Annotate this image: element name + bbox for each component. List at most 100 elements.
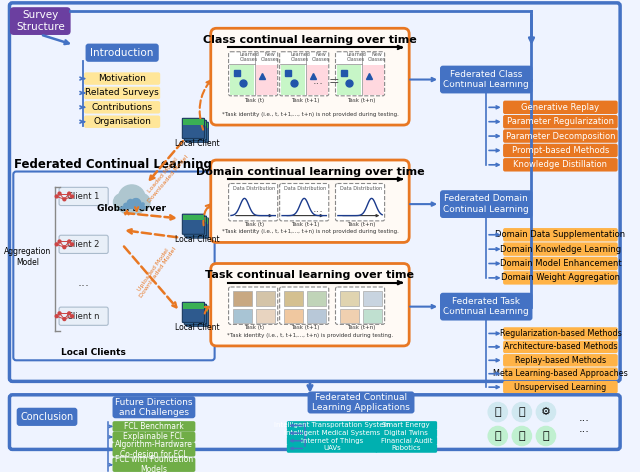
Bar (363, 309, 382, 323)
Circle shape (70, 243, 74, 246)
Circle shape (118, 185, 145, 212)
Bar (281, 65, 305, 95)
Text: Task (t+n): Task (t+n) (347, 222, 375, 227)
FancyBboxPatch shape (503, 257, 618, 270)
Circle shape (68, 240, 70, 243)
Text: ...: ... (313, 307, 324, 317)
FancyBboxPatch shape (503, 158, 618, 171)
Bar (185, 217, 206, 222)
FancyBboxPatch shape (308, 391, 415, 413)
Text: 🔧: 🔧 (495, 431, 501, 441)
FancyBboxPatch shape (280, 52, 329, 96)
Text: New
Classes: New Classes (367, 51, 385, 62)
Text: Conclusion: Conclusion (20, 412, 74, 422)
Bar (187, 123, 208, 128)
Text: Financial Audit: Financial Audit (381, 438, 432, 444)
Text: ☁: ☁ (116, 186, 147, 215)
FancyBboxPatch shape (10, 395, 620, 449)
FancyBboxPatch shape (84, 72, 160, 85)
Text: Federated Continual Learning: Federated Continual Learning (14, 158, 212, 171)
FancyBboxPatch shape (503, 243, 618, 256)
Text: Task (t+n): Task (t+n) (347, 325, 375, 330)
FancyBboxPatch shape (228, 184, 278, 221)
Bar (230, 65, 254, 95)
FancyBboxPatch shape (335, 287, 385, 324)
Text: Robotics: Robotics (392, 446, 421, 451)
Text: Replay-based Methods: Replay-based Methods (515, 356, 606, 365)
FancyBboxPatch shape (113, 421, 195, 432)
Bar (233, 309, 252, 323)
Text: Related Surveys: Related Surveys (85, 88, 159, 97)
Text: Class continual learning over time: Class continual learning over time (203, 35, 417, 45)
Text: Contributions: Contributions (92, 103, 153, 112)
Circle shape (512, 426, 531, 446)
FancyBboxPatch shape (287, 444, 378, 453)
FancyBboxPatch shape (113, 457, 195, 472)
FancyBboxPatch shape (186, 122, 209, 142)
FancyBboxPatch shape (376, 444, 437, 453)
Text: Client 1: Client 1 (67, 192, 100, 201)
FancyBboxPatch shape (287, 437, 378, 445)
Text: Future Directions
and Challenges: Future Directions and Challenges (115, 397, 193, 417)
Circle shape (113, 194, 131, 211)
Text: Local Clients: Local Clients (61, 348, 125, 357)
Bar (256, 309, 275, 323)
FancyBboxPatch shape (440, 66, 532, 93)
FancyBboxPatch shape (113, 396, 195, 418)
Text: Client 2: Client 2 (67, 240, 100, 249)
Bar (187, 219, 208, 224)
FancyBboxPatch shape (211, 28, 409, 125)
FancyBboxPatch shape (211, 160, 409, 243)
Bar (185, 121, 206, 126)
FancyBboxPatch shape (184, 304, 207, 324)
FancyBboxPatch shape (335, 52, 385, 96)
Text: Aggregation
Model: Aggregation Model (4, 247, 51, 267)
FancyBboxPatch shape (182, 118, 205, 138)
Text: Explainable FCL: Explainable FCL (124, 432, 184, 441)
Text: Algorithm-Hardware
Co-design for FCL: Algorithm-Hardware Co-design for FCL (115, 440, 193, 459)
Text: Federated Task
Continual Learning: Federated Task Continual Learning (444, 297, 529, 316)
Bar (183, 303, 204, 309)
Text: Task (t+n): Task (t+n) (347, 98, 375, 102)
Circle shape (68, 192, 70, 195)
FancyBboxPatch shape (228, 287, 278, 324)
FancyBboxPatch shape (503, 368, 618, 380)
Circle shape (512, 403, 531, 421)
Text: 🦾: 🦾 (543, 431, 549, 441)
FancyBboxPatch shape (503, 341, 618, 353)
Text: Unsupervised Learning: Unsupervised Learning (515, 383, 607, 392)
Text: Data Distribution: Data Distribution (284, 186, 326, 191)
Text: Loaded Model
Downloaded Model: Loaded Model Downloaded Model (142, 151, 189, 204)
FancyBboxPatch shape (10, 3, 620, 381)
Text: Intelligent Transportation System: Intelligent Transportation System (274, 422, 390, 429)
Text: Domain Weight Aggregation: Domain Weight Aggregation (501, 273, 620, 282)
Text: FCL Benchmark: FCL Benchmark (124, 422, 184, 431)
FancyBboxPatch shape (184, 120, 207, 140)
Text: Local Client: Local Client (175, 323, 220, 332)
Text: Domain continual learning over time: Domain continual learning over time (196, 167, 424, 177)
FancyBboxPatch shape (117, 197, 146, 211)
FancyBboxPatch shape (503, 271, 618, 285)
Text: Learned
Classes: Learned Classes (291, 51, 310, 62)
Circle shape (63, 246, 66, 249)
Text: ...: ... (313, 204, 324, 214)
Circle shape (58, 312, 61, 315)
Circle shape (129, 198, 144, 214)
FancyBboxPatch shape (59, 187, 108, 205)
Text: Task (t+1): Task (t+1) (291, 325, 319, 330)
FancyBboxPatch shape (84, 116, 160, 128)
FancyBboxPatch shape (280, 287, 329, 324)
FancyBboxPatch shape (503, 115, 618, 128)
Bar (183, 119, 204, 125)
Text: Domain Model Enhancement: Domain Model Enhancement (500, 259, 621, 268)
Bar (233, 291, 252, 306)
FancyBboxPatch shape (59, 235, 108, 253)
FancyBboxPatch shape (280, 184, 329, 221)
FancyBboxPatch shape (287, 429, 378, 438)
Text: Data Distribution: Data Distribution (340, 186, 382, 191)
Text: Local Client: Local Client (175, 139, 220, 148)
FancyBboxPatch shape (503, 354, 618, 367)
Bar (307, 65, 328, 95)
Text: 📱: 📱 (518, 407, 525, 417)
Circle shape (119, 198, 134, 214)
